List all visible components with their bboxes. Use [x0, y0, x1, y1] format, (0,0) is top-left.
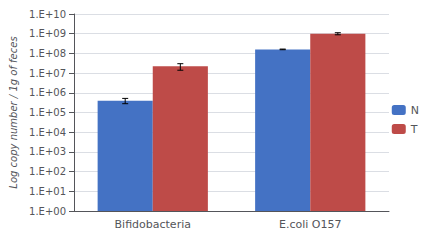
svg-text:1.E+04: 1.E+04 [29, 127, 66, 138]
svg-text:Bifidobacteria: Bifidobacteria [115, 218, 191, 231]
svg-text:T: T [410, 123, 418, 136]
svg-text:N: N [411, 104, 419, 117]
svg-text:1.E+08: 1.E+08 [29, 48, 66, 59]
svg-text:Log copy number / 1g of feces: Log copy number / 1g of feces [8, 36, 19, 188]
svg-text:1.E+07: 1.E+07 [29, 68, 66, 79]
svg-text:1.E+00: 1.E+00 [29, 206, 66, 217]
svg-text:1.E+06: 1.E+06 [29, 87, 66, 98]
svg-text:1.E+10: 1.E+10 [29, 9, 66, 20]
svg-text:1.E+02: 1.E+02 [29, 166, 66, 177]
svg-text:E.coli O157: E.coli O157 [279, 218, 342, 231]
svg-text:1.E+09: 1.E+09 [29, 28, 66, 39]
svg-text:1.E+05: 1.E+05 [29, 107, 66, 118]
svg-text:1.E+01: 1.E+01 [29, 186, 66, 197]
svg-text:1.E+03: 1.E+03 [29, 146, 66, 157]
